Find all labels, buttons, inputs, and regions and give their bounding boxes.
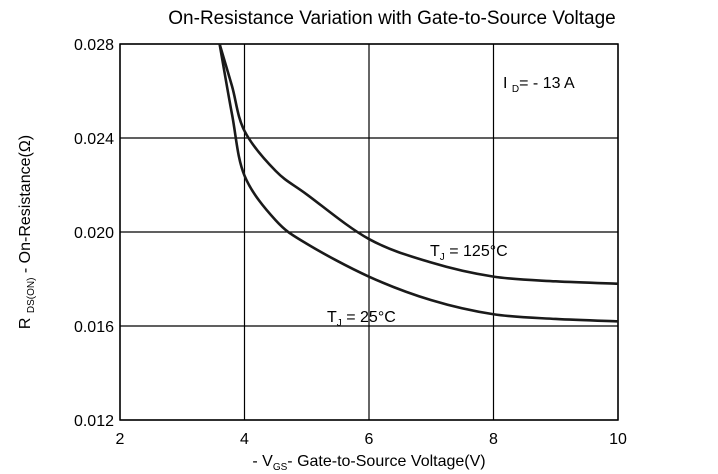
x-tick-label: 10 bbox=[609, 431, 627, 448]
series-label: TJ = 25°C bbox=[327, 309, 396, 329]
series-label-main: T bbox=[430, 243, 440, 260]
y-axis-label: R DS(ON) - On-Resistance(Ω) bbox=[17, 135, 37, 329]
y-tick-label: 0.012 bbox=[74, 413, 114, 430]
y-tick-label: 0.024 bbox=[74, 131, 114, 148]
annotation-rest: = - 13 A bbox=[519, 75, 575, 92]
x-axis-label-sub: GS bbox=[273, 462, 288, 473]
series-label-main: T bbox=[327, 309, 337, 326]
y-axis-label-sub: DS(ON) bbox=[26, 278, 37, 314]
y-tick-label: 0.020 bbox=[74, 225, 114, 242]
x-tick-label: 2 bbox=[116, 431, 125, 448]
annotation-main: I bbox=[503, 75, 512, 92]
curve bbox=[218, 43, 619, 323]
series-label-sub: J bbox=[440, 252, 445, 263]
x-axis-label-rest: - Gate-to-Source Voltage(V) bbox=[287, 453, 485, 470]
annotation: I D= - 13 A bbox=[503, 75, 575, 95]
y-tick-label: 0.028 bbox=[74, 37, 114, 54]
series-label: TJ = 125°C bbox=[430, 243, 508, 263]
series-label-sub: J bbox=[337, 318, 342, 329]
y-tick-label: 0.016 bbox=[74, 319, 114, 336]
x-axis-label-main: - V bbox=[252, 453, 273, 470]
annotation-sub: D bbox=[512, 84, 519, 95]
y-axis-label-rest: - On-Resistance(Ω) bbox=[17, 135, 34, 278]
x-tick-label: 8 bbox=[489, 431, 498, 448]
x-tick-label: 4 bbox=[240, 431, 249, 448]
x-axis-label: - VGS- Gate-to-Source Voltage(V) bbox=[252, 453, 485, 473]
series-label-rest: = 125°C bbox=[445, 243, 508, 260]
chart-title: On-Resistance Variation with Gate-to-Sou… bbox=[168, 8, 615, 29]
curve bbox=[218, 43, 619, 285]
y-axis-label-main: R bbox=[17, 313, 34, 329]
series-label-rest: = 25°C bbox=[342, 309, 396, 326]
x-tick-label: 6 bbox=[365, 431, 374, 448]
